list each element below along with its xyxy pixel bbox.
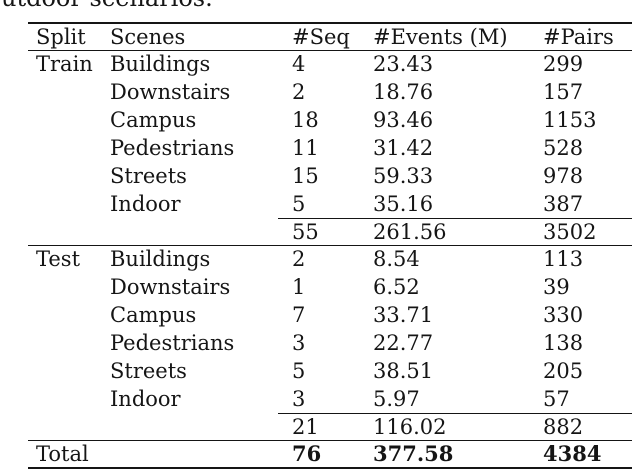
- cell-split: Train: [36, 52, 93, 76]
- cell-events: 93.46: [373, 107, 434, 132]
- table-row: Test Buildings 2 8.54 113: [28, 245, 632, 274]
- cell-split-empty: [28, 330, 103, 358]
- cell-pairs: 387: [543, 191, 584, 216]
- cell-seq-subtotal: 21: [278, 413, 362, 441]
- cell-events: 6.52: [373, 274, 420, 299]
- cell-seq: 5: [292, 358, 306, 383]
- table-row: Pedestrians 3 22.77 138: [28, 330, 632, 358]
- table-row: Streets 5 38.51 205: [28, 358, 632, 386]
- cell-scene: Streets: [110, 358, 187, 383]
- cell-seq: 3: [292, 386, 306, 411]
- cell-scene: Buildings: [103, 245, 278, 274]
- cell-seq: 11: [292, 135, 319, 160]
- caption-text: utdoor scenarios.: [1, 0, 341, 10]
- cell-pairs: 138: [543, 330, 584, 355]
- cell-scene: Downstairs: [110, 274, 231, 299]
- cell-seq: 18: [292, 107, 319, 132]
- cell-events: 33.71: [373, 302, 434, 327]
- header-pairs: #Pairs: [530, 23, 632, 51]
- cell-seq: 1: [292, 274, 306, 299]
- cell-scene: Campus: [110, 302, 197, 327]
- cell-seq: 3: [292, 330, 306, 355]
- cell-split-empty: [28, 163, 103, 191]
- cell-scene: Campus: [110, 107, 197, 132]
- cell-pairs: 113: [530, 245, 632, 274]
- table-header-row: Split Scenes #Seq #Events (M) #Pairs: [28, 23, 632, 51]
- cell-pairs: 39: [543, 274, 570, 299]
- cell-split-empty: [28, 219, 103, 246]
- cell-seq: 2: [292, 79, 306, 104]
- cell-scene: Indoor: [110, 191, 181, 216]
- cell-events-total: 377.58: [362, 440, 530, 468]
- cell-events: 22.77: [373, 330, 434, 355]
- cell-total-label: Total: [28, 440, 103, 468]
- cell-events: 38.51: [373, 358, 434, 383]
- cell-events: 31.42: [373, 135, 434, 160]
- table-row: Pedestrians 11 31.42 528: [28, 135, 632, 163]
- cell-split-empty: [28, 358, 103, 386]
- cell-scene: Pedestrians: [110, 330, 235, 355]
- cell-split-empty: [28, 274, 103, 302]
- header-split: Split: [28, 23, 103, 51]
- cell-seq-total: 76: [278, 440, 362, 468]
- cell-pairs: 57: [543, 386, 570, 411]
- cell-scene: Pedestrians: [110, 135, 235, 160]
- dataset-split-table: Split Scenes #Seq #Events (M) #Pairs Tra…: [28, 22, 632, 469]
- cell-pairs: 157: [543, 79, 584, 104]
- table-row: Indoor 5 35.16 387: [28, 191, 632, 219]
- cell-pairs-subtotal: 3502: [530, 218, 632, 246]
- cell-pairs: 528: [543, 135, 584, 160]
- cell-pairs: 330: [543, 302, 584, 327]
- table-row: Campus 18 93.46 1153: [28, 107, 632, 135]
- cell-events: 59.33: [373, 163, 434, 188]
- cell-split-empty: [28, 302, 103, 330]
- cell-events: 5.97: [373, 386, 420, 411]
- total-row: Total 76 377.58 4384: [28, 440, 632, 468]
- cell-scene-empty: [103, 440, 278, 468]
- cell-scene: Buildings: [110, 52, 211, 76]
- table-row: Downstairs 2 18.76 157: [28, 79, 632, 107]
- train-subtotal-row: 55 261.56 3502: [28, 218, 632, 246]
- caption-fragment: utdoor scenarios.: [1, 0, 341, 11]
- cell-pairs: 299: [543, 52, 584, 76]
- cell-events-subtotal: 116.02: [362, 413, 530, 441]
- cell-seq: 7: [292, 302, 306, 327]
- cell-seq-subtotal: 55: [278, 218, 362, 246]
- cell-scene: Indoor: [110, 386, 181, 411]
- cell-seq: 15: [292, 163, 319, 188]
- cell-scene: Streets: [110, 163, 187, 188]
- cell-pairs-subtotal: 882: [530, 413, 632, 441]
- cell-pairs: 1153: [543, 107, 597, 132]
- cell-split-empty: [28, 135, 103, 163]
- table-row: Indoor 3 5.97 57: [28, 386, 632, 414]
- cell-scene-empty: [103, 414, 278, 441]
- cell-pairs: 978: [543, 163, 584, 188]
- cell-scene-empty: [103, 219, 278, 246]
- cell-split-empty: [28, 386, 103, 414]
- cell-split-empty: [28, 191, 103, 219]
- cell-split-empty: [28, 414, 103, 441]
- table-row: Downstairs 1 6.52 39: [28, 274, 632, 302]
- cell-split: Test: [28, 245, 103, 274]
- cell-events: 18.76: [373, 79, 434, 104]
- cell-pairs: 205: [543, 358, 584, 383]
- cell-events: 35.16: [373, 191, 434, 216]
- header-seq: #Seq: [278, 23, 362, 51]
- cell-events: 8.54: [362, 245, 530, 274]
- cell-seq: 4: [292, 52, 306, 76]
- cell-split-empty: [28, 79, 103, 107]
- cell-pairs-total: 4384: [530, 440, 632, 468]
- table-row: Campus 7 33.71 330: [28, 302, 632, 330]
- cell-seq: 2: [278, 245, 362, 274]
- header-scenes: Scenes: [103, 23, 278, 51]
- cell-events-subtotal: 261.56: [362, 218, 530, 246]
- table-row: Train Buildings 4 23.43 299: [28, 51, 632, 79]
- cell-split-empty: [28, 107, 103, 135]
- cell-scene: Downstairs: [110, 79, 231, 104]
- cell-events: 23.43: [373, 52, 434, 76]
- test-subtotal-row: 21 116.02 882: [28, 413, 632, 441]
- table-row: Streets 15 59.33 978: [28, 163, 632, 191]
- cell-seq: 5: [292, 191, 306, 216]
- header-events: #Events (M): [362, 23, 530, 51]
